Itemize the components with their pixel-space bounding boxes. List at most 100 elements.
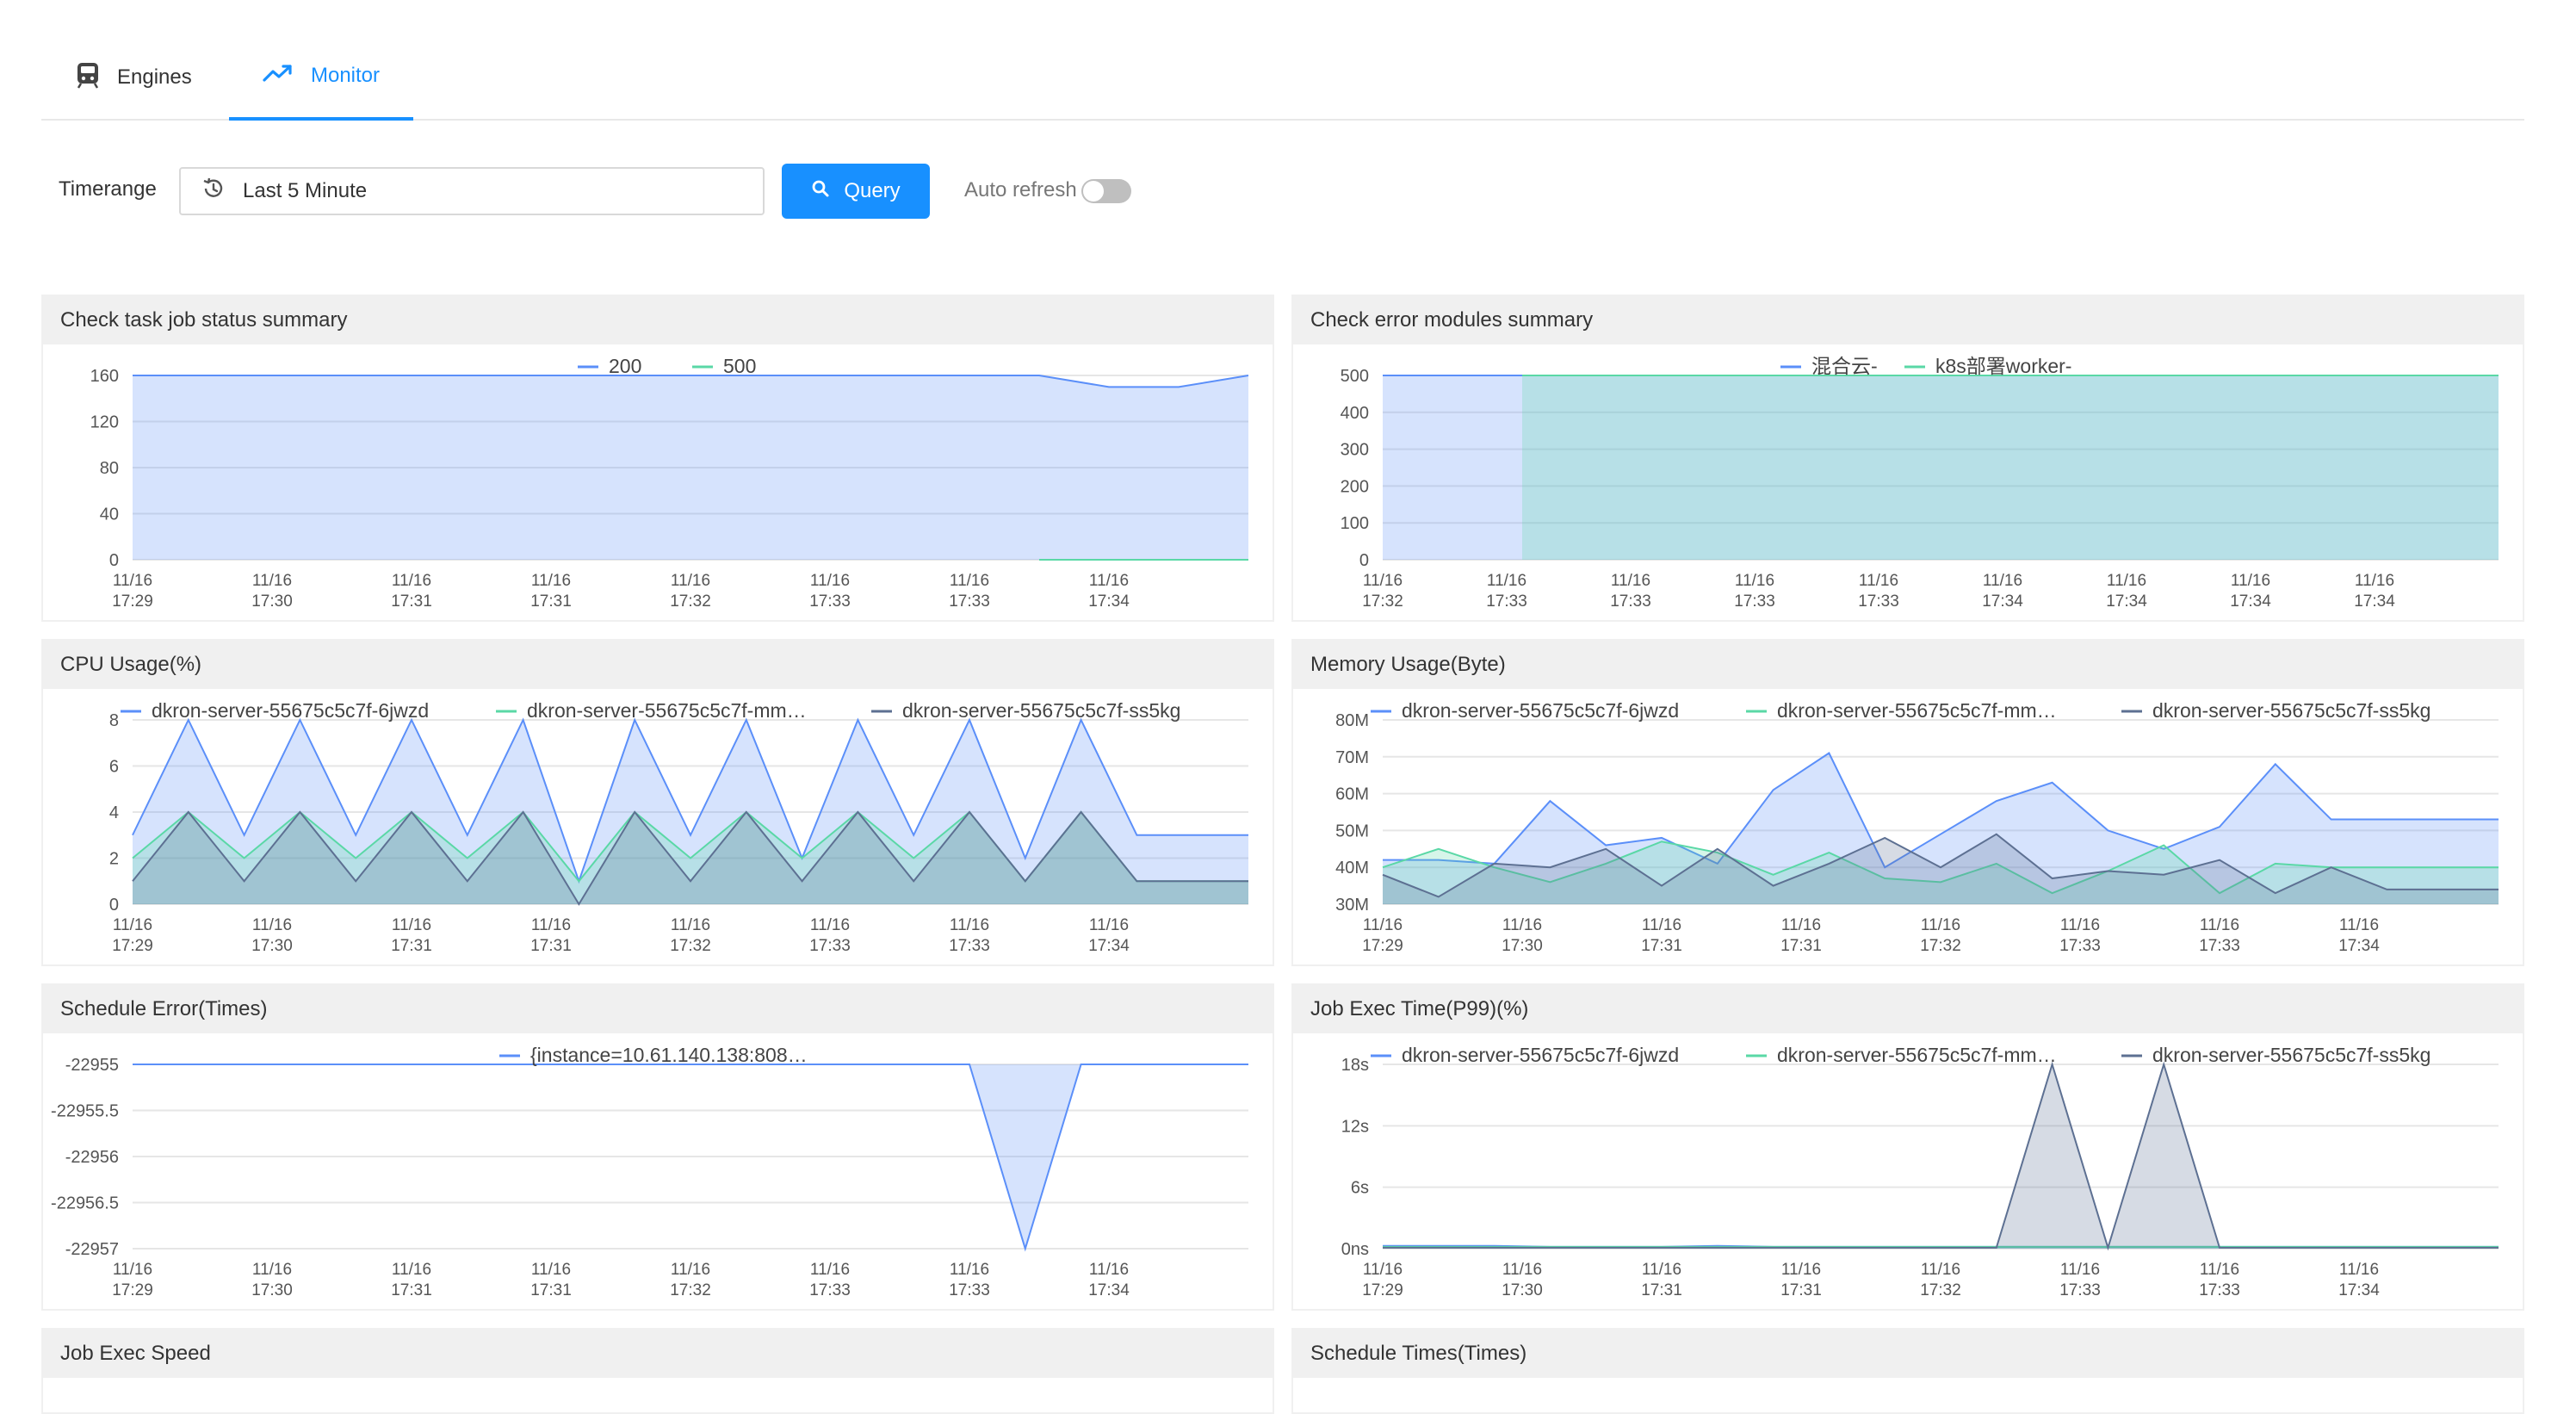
x-tick-label: 11/16 17:31 bbox=[530, 916, 572, 955]
x-tick-label: 11/16 17:33 bbox=[1858, 572, 1899, 611]
panel-title: Job Exec Speed bbox=[43, 1330, 1273, 1378]
y-tick-label: 8 bbox=[109, 711, 119, 730]
x-tick-label: 11/16 17:34 bbox=[1088, 916, 1130, 955]
y-tick-label: 12s bbox=[1341, 1117, 1369, 1136]
x-tick-label: 11/16 17:30 bbox=[251, 572, 293, 611]
auto-refresh-label: Auto refresh bbox=[964, 178, 1077, 202]
tab-monitor[interactable]: Monitor bbox=[229, 34, 413, 121]
series-area-0 bbox=[133, 720, 1248, 904]
x-tick-label: 11/16 17:31 bbox=[1780, 1261, 1822, 1299]
x-tick-label: 11/16 17:34 bbox=[2106, 572, 2147, 611]
series-line-1 bbox=[1382, 840, 2499, 895]
x-tick-label: 11/16 17:33 bbox=[809, 916, 851, 955]
timerange-label: Timerange bbox=[59, 177, 157, 201]
x-tick-label: 11/16 17:32 bbox=[670, 916, 711, 955]
y-tick-label: 0 bbox=[109, 896, 119, 915]
series-line-0 bbox=[1383, 752, 2499, 869]
chart-schedule-error: -22957 -22956.5 -22956 -22955.5 -22955 11/16 1… bbox=[51, 1044, 1248, 1299]
x-tick-label: 11/16 17:31 bbox=[1641, 916, 1682, 955]
y-tick-label: -22955 bbox=[65, 1056, 119, 1075]
x-tick-label: 11/16 17:34 bbox=[1982, 572, 2023, 611]
y-tick-label: 0 bbox=[1359, 551, 1369, 570]
y-tick-label: -22957 bbox=[65, 1240, 119, 1259]
legend-label: dkron-server-55675c5c7f-6jwzd bbox=[1402, 1044, 1679, 1066]
y-tick-label: 0ns bbox=[1341, 1240, 1369, 1259]
x-tick-label: 11/16 17:33 bbox=[2059, 916, 2101, 955]
x-tick-label: 11/16 17:34 bbox=[2338, 1261, 2380, 1299]
legend-label: dkron-server-55675c5c7f-mm… bbox=[1777, 699, 2057, 722]
y-tick-label: 50M bbox=[1335, 822, 1369, 840]
panel-schedule-times: Schedule Times(Times) bbox=[1291, 1328, 2524, 1414]
y-tick-label: 2 bbox=[109, 850, 119, 869]
x-tick-label: 11/16 17:34 bbox=[2338, 916, 2380, 955]
x-tick-label: 11/16 17:33 bbox=[949, 572, 990, 611]
panel-title: Schedule Times(Times) bbox=[1293, 1330, 2523, 1378]
x-tick-label: 11/16 17:29 bbox=[1362, 1261, 1403, 1299]
x-tick-label: 11/16 17:31 bbox=[530, 572, 572, 611]
y-tick-label: 30M bbox=[1335, 896, 1369, 915]
x-tick-label: 11/16 17:33 bbox=[809, 1261, 851, 1299]
tab-bar: Engines Monitor bbox=[41, 34, 2524, 121]
series-area-0 bbox=[133, 375, 1248, 560]
panel-title: Check task job status summary bbox=[43, 296, 1273, 344]
panel-title: Schedule Error(Times) bbox=[43, 985, 1273, 1033]
panel-check-task-job-status: Check task job status summary 0 40 80 120 16… bbox=[41, 295, 1274, 622]
x-tick-label: 11/16 17:31 bbox=[1780, 916, 1822, 955]
x-tick-label: 11/16 17:31 bbox=[391, 1261, 432, 1299]
panel-title: Check error modules summary bbox=[1293, 296, 2523, 344]
x-tick-label: 11/16 17:29 bbox=[1362, 916, 1403, 955]
x-tick-label: 11/16 17:31 bbox=[391, 916, 432, 955]
x-tick-label: 11/16 17:34 bbox=[1088, 572, 1130, 611]
series-line-2 bbox=[1383, 1061, 2499, 1251]
x-tick-label: 11/16 17:32 bbox=[670, 572, 711, 611]
x-tick-label: 11/16 17:33 bbox=[2059, 1261, 2101, 1299]
series-area-1 bbox=[1383, 841, 2499, 904]
legend-label: k8s部署worker- bbox=[1935, 355, 2071, 377]
panel-title: Job Exec Time(P99)(%) bbox=[1293, 985, 2523, 1033]
timerange-picker[interactable]: Last 5 Minute bbox=[179, 167, 765, 215]
x-tick-label: 11/16 17:31 bbox=[391, 572, 432, 611]
x-tick-label: 11/16 17:33 bbox=[809, 572, 851, 611]
y-tick-label: 200 bbox=[1341, 477, 1369, 496]
y-tick-label: -22956.5 bbox=[51, 1194, 119, 1213]
legend-label: dkron-server-55675c5c7f-ss5kg bbox=[2152, 1044, 2430, 1066]
x-tick-label: 11/16 17:29 bbox=[112, 572, 153, 611]
series-area-2 bbox=[1383, 1064, 2499, 1249]
y-tick-label: -22956 bbox=[65, 1148, 119, 1167]
x-tick-label: 11/16 17:29 bbox=[112, 916, 153, 955]
toggle-knob bbox=[1083, 181, 1104, 202]
chart-cpu-usage: 0 2 4 6 8 11/16 17:29 11/16 17:30 11/16 17:31 11/16… bbox=[109, 699, 1248, 955]
x-tick-label: 11/16 17:34 bbox=[1088, 1261, 1130, 1299]
x-tick-label: 11/16 17:30 bbox=[251, 1261, 293, 1299]
legend-label: 混合云- bbox=[1811, 355, 1878, 377]
y-tick-label: 4 bbox=[109, 803, 119, 822]
tab-engines[interactable]: Engines bbox=[76, 34, 192, 121]
legend-label: dkron-server-55675c5c7f-mm… bbox=[1777, 1044, 2057, 1066]
tab-engines-label: Engines bbox=[117, 65, 192, 89]
legend-label: {instance=10.61.140.138:808… bbox=[530, 1044, 808, 1066]
legend-label: dkron-server-55675c5c7f-6jwzd bbox=[1402, 699, 1679, 722]
series-area-0 bbox=[133, 1064, 1248, 1249]
legend-label: dkron-server-55675c5c7f-ss5kg bbox=[2152, 699, 2430, 722]
series-area-1 bbox=[1522, 375, 2499, 560]
panel-schedule-error: Schedule Error(Times) -22957 -22956.5 -229… bbox=[41, 983, 1274, 1311]
y-tick-label: 100 bbox=[1341, 514, 1369, 533]
panel-memory-usage: Memory Usage(Byte) 30M 40M 50M 60M 70M 80M 11/… bbox=[1291, 639, 2524, 966]
x-tick-label: 11/16 17:33 bbox=[2199, 916, 2240, 955]
series-area-0 bbox=[1383, 375, 2499, 560]
panel-job-exec-speed: Job Exec Speed bbox=[41, 1328, 1274, 1414]
x-tick-label: 11/16 17:34 bbox=[2354, 572, 2395, 611]
series-line-2 bbox=[132, 810, 1248, 906]
x-tick-label: 11/16 17:32 bbox=[1920, 916, 1961, 955]
trend-line-icon bbox=[263, 63, 311, 90]
panel-cpu-usage: CPU Usage(%) 0 2 4 6 8 11/16 17:29 11/16 17:30 11… bbox=[41, 639, 1274, 966]
x-tick-label: 11/16 17:29 bbox=[112, 1261, 153, 1299]
x-tick-label: 11/16 17:30 bbox=[1502, 1261, 1543, 1299]
chart-memory-usage: 30M 40M 50M 60M 70M 80M 11/16 17:29 11/16 17:30 11… bbox=[1335, 699, 2499, 955]
query-button[interactable]: Query bbox=[782, 164, 930, 219]
chart-job-status: 0 40 80 120 160 11/16 17:29 11/16 17:30 11/16 17:3… bbox=[90, 355, 1249, 611]
y-tick-label: 80M bbox=[1335, 711, 1369, 730]
auto-refresh-toggle[interactable] bbox=[1081, 179, 1131, 203]
chart-error-modules: 0 100 200 300 400 500 11/16 17:32 11/16 17:33 11/1… bbox=[1341, 355, 2499, 611]
panel-job-exec-time: Job Exec Time(P99)(%) 0ns 6s 12s 18s 11/16 17… bbox=[1291, 983, 2524, 1311]
